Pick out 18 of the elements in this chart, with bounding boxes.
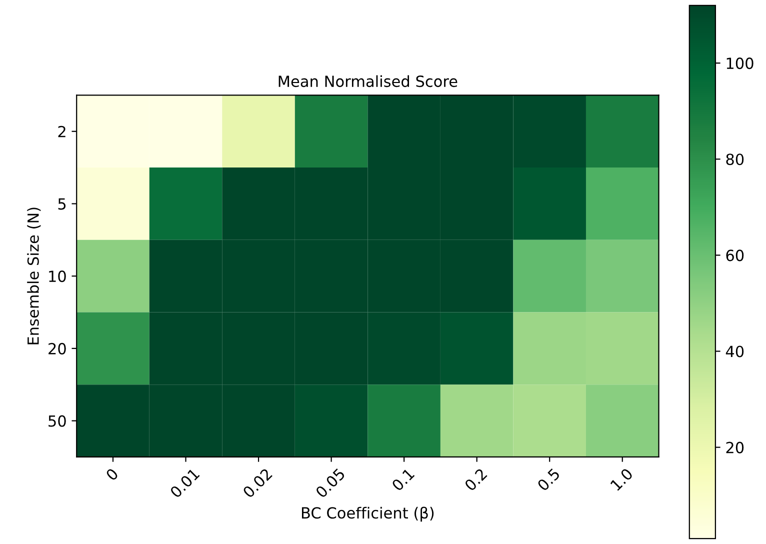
x-tick-label: 0 bbox=[105, 468, 119, 482]
color-bar-label: 20 bbox=[726, 442, 744, 454]
y-tick-label: 20 bbox=[48, 342, 66, 354]
color-bar-label: 40 bbox=[726, 346, 744, 358]
y-tick-label: 5 bbox=[58, 198, 66, 210]
color-bar-label: 100 bbox=[726, 58, 754, 70]
x-axis-title: BC Coefficient (β) bbox=[302, 506, 434, 522]
chart-title: Mean Normalised Score bbox=[278, 75, 458, 88]
y-tick-label: 50 bbox=[48, 415, 66, 427]
y-axis-title: Ensemble Size (N) bbox=[27, 208, 41, 344]
x-tick-label: 0.5 bbox=[536, 468, 560, 492]
x-tick-label: 0.2 bbox=[464, 468, 488, 492]
color-bar-label: 60 bbox=[726, 250, 744, 262]
y-tick-label: 2 bbox=[58, 126, 66, 138]
y-tick-label: 10 bbox=[49, 270, 66, 282]
x-tick-label: 0.1 bbox=[391, 468, 415, 492]
x-tick-label: 1.0 bbox=[610, 468, 634, 492]
color-bar-label: 80 bbox=[726, 154, 744, 166]
